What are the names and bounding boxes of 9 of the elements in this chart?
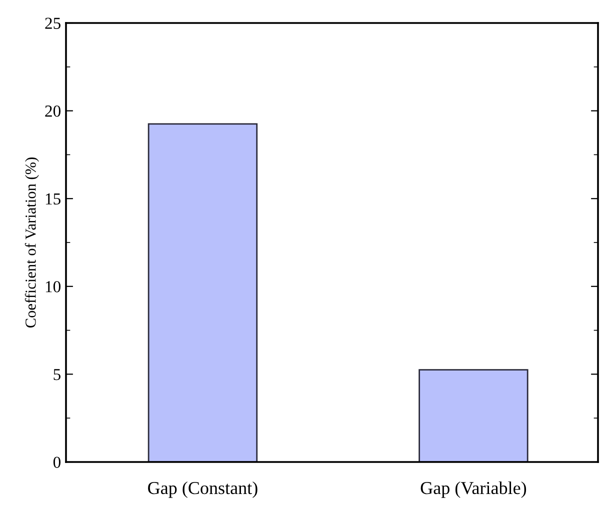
y-tick-label: 15 — [46, 193, 60, 205]
x-tick-label: Gap (Constant) — [148, 481, 258, 498]
y-tick-label: 25 — [45, 18, 60, 29]
y-tick-label: 0 — [53, 456, 61, 468]
y-tick-label: 10 — [46, 281, 61, 292]
y-tick-label: 5 — [54, 369, 60, 380]
y-tick-label: 20 — [45, 106, 61, 117]
x-tick-label: Gap (Variable) — [420, 481, 526, 498]
y-axis-title: Coefficient of Variation (%) — [24, 158, 39, 328]
